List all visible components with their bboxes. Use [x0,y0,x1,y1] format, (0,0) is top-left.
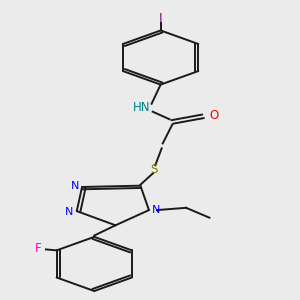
Text: N: N [152,205,160,215]
Text: I: I [159,12,162,25]
Text: N: N [70,181,79,191]
Text: F: F [35,242,42,255]
Text: O: O [209,109,218,122]
Text: S: S [151,163,158,176]
Text: HN: HN [133,101,151,114]
Text: N: N [65,207,74,217]
